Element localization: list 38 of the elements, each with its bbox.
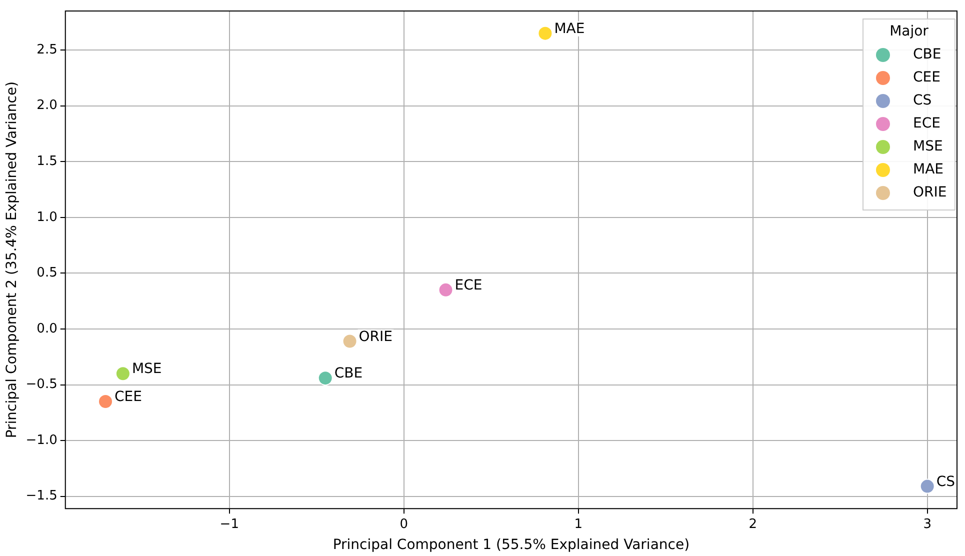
x-tick-label: 1 — [574, 516, 582, 532]
y-tick-label: 1.0 — [36, 210, 58, 225]
annotation: ORIE — [358, 328, 393, 345]
legend-label: CBE — [913, 46, 942, 63]
y-tick-label: −1.5 — [26, 488, 58, 504]
y-tick-label: 0.0 — [36, 321, 58, 336]
annotation: CS — [936, 474, 956, 490]
y-axis-title: Principal Component 2 (35.4% Explained Variance) — [4, 81, 20, 438]
y-tick-label: 2.5 — [36, 42, 58, 58]
legend-label: MSE — [913, 138, 943, 155]
legend-title: Major — [890, 24, 929, 40]
legend-label: CEE — [913, 70, 940, 86]
point — [342, 334, 358, 349]
x-axis-title: Principal Component 1 (55.5% Explained Variance) — [332, 537, 690, 554]
y-tick-label: 0.5 — [36, 266, 58, 281]
y-tick-label: 1.5 — [36, 154, 58, 169]
annotation: MSE — [132, 361, 162, 378]
y-tick-label: −0.5 — [26, 377, 58, 392]
annotation: CBE — [334, 366, 363, 382]
annotation: ECE — [454, 278, 482, 294]
legend-label: MAE — [913, 162, 944, 178]
legend-label: CS — [913, 92, 932, 109]
point — [438, 282, 454, 298]
annotation: MAE — [554, 20, 585, 37]
point — [920, 478, 935, 494]
point — [318, 370, 333, 386]
point — [538, 26, 553, 41]
x-tick-label: −1 — [220, 516, 239, 532]
legend-label: ECE — [913, 116, 940, 132]
x-tick-label: 3 — [923, 516, 932, 532]
legend-label: ORIE — [913, 184, 947, 201]
annotation: CEE — [114, 389, 142, 406]
point — [115, 366, 130, 382]
y-tick-label: −1.0 — [26, 432, 58, 448]
y-tick-label: 2.0 — [36, 98, 58, 114]
point — [98, 394, 113, 409]
x-tick-label: 0 — [400, 516, 408, 532]
x-tick-label: 2 — [748, 516, 757, 532]
